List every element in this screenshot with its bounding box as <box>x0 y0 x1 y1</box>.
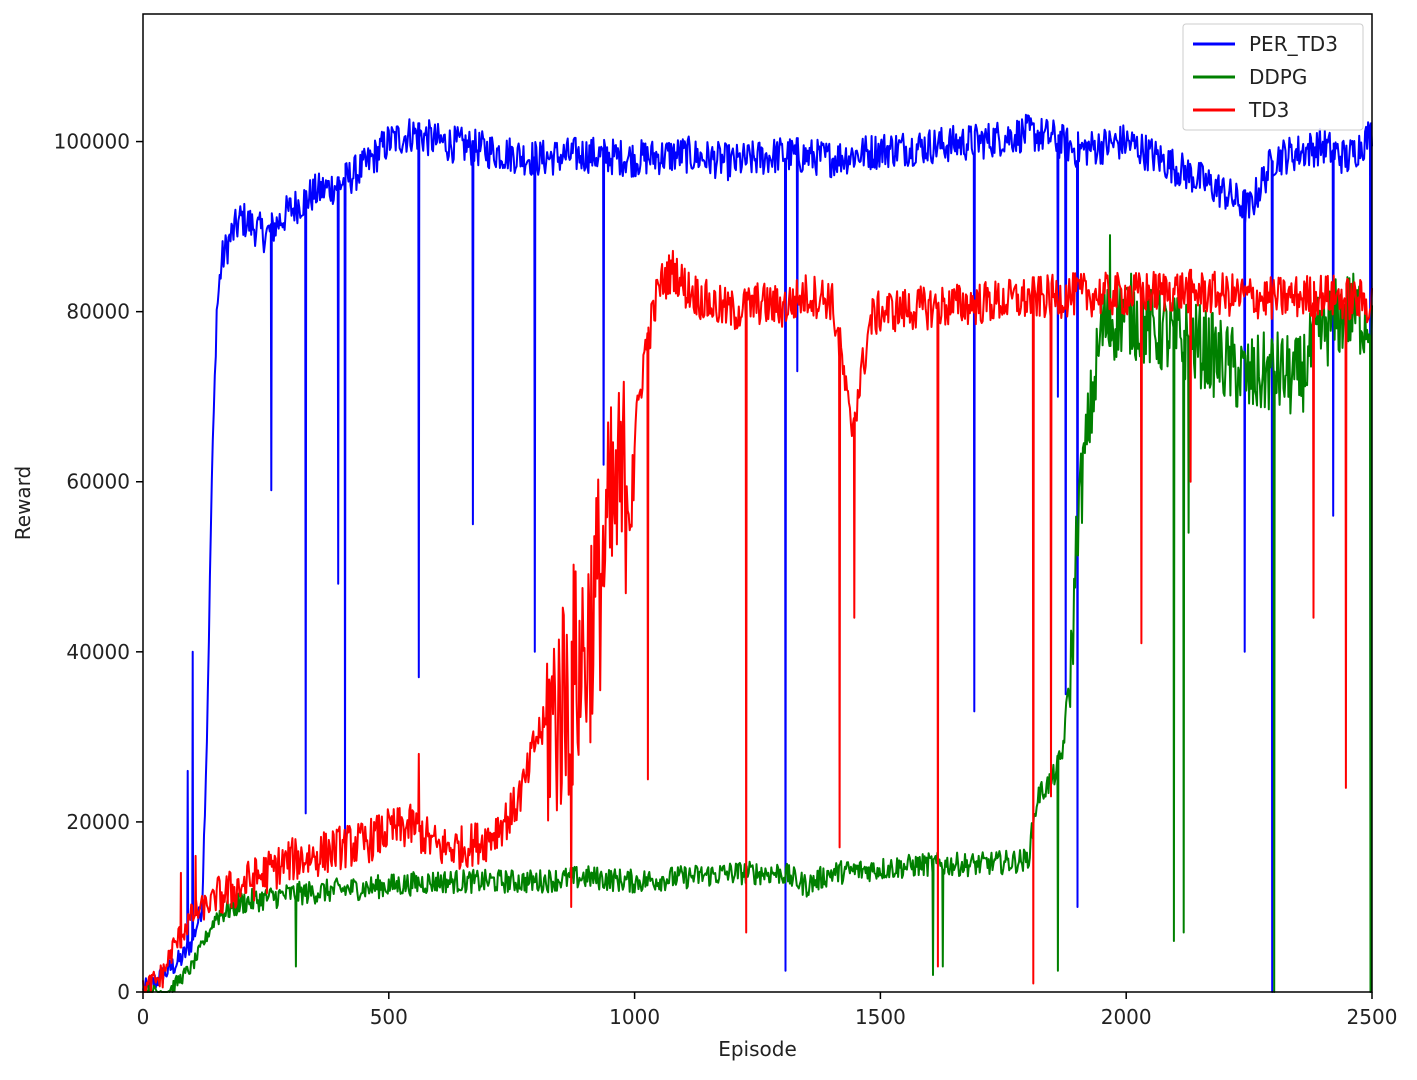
x-tick-label: 1500 <box>855 1005 906 1029</box>
x-tick-label: 2500 <box>1347 1005 1398 1029</box>
legend: PER_TD3 DDPG TD3 <box>1182 23 1364 131</box>
y-axis: 0 20000 40000 60000 80000 100000 <box>54 130 143 1004</box>
legend-label: PER_TD3 <box>1249 32 1338 56</box>
legend-box <box>1182 23 1364 131</box>
series-per-td3 <box>142 113 1373 993</box>
y-axis-label: Reward <box>11 466 35 540</box>
series-line <box>142 234 1373 993</box>
y-tick-label: 60000 <box>66 470 130 494</box>
x-tick-label: 1000 <box>609 1005 660 1029</box>
y-tick-label: 80000 <box>66 300 130 324</box>
series-line <box>142 249 1373 993</box>
series-td3 <box>142 249 1373 993</box>
x-tick-label: 2000 <box>1101 1005 1152 1029</box>
x-tick-label: 0 <box>137 1005 150 1029</box>
y-tick-label: 20000 <box>66 810 130 834</box>
y-tick-label: 40000 <box>66 640 130 664</box>
y-tick-label: 100000 <box>54 130 130 154</box>
plot-frame <box>142 13 1373 993</box>
legend-label: TD3 <box>1248 98 1289 122</box>
y-tick-label: 0 <box>117 980 130 1004</box>
legend-label: DDPG <box>1249 65 1307 89</box>
series-line <box>142 113 1373 993</box>
series-layer <box>142 113 1373 993</box>
x-axis: 0 500 1000 1500 2000 2500 <box>137 992 1398 1029</box>
series-ddpg <box>142 234 1373 993</box>
x-axis-label: Episode <box>718 1037 797 1061</box>
x-tick-label: 500 <box>370 1005 408 1029</box>
